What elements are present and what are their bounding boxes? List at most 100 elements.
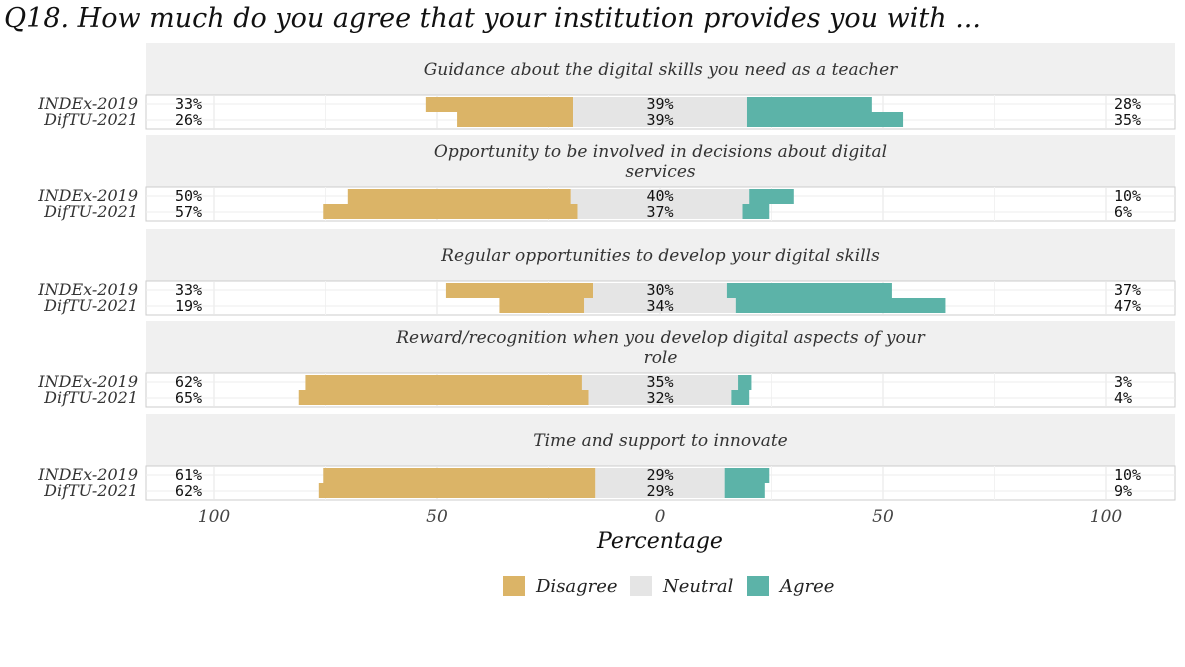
bar-agree bbox=[724, 468, 770, 483]
agree-label: 10% bbox=[1114, 466, 1141, 484]
neutral-label: 40% bbox=[646, 187, 673, 205]
facets: Guidance about the digital skills you ne… bbox=[37, 43, 1176, 501]
bar-disagree bbox=[445, 283, 594, 298]
legend-label-neutral: Neutral bbox=[662, 576, 734, 597]
agree-label: 9% bbox=[1114, 482, 1132, 500]
bar-agree bbox=[726, 283, 892, 298]
bar-disagree bbox=[457, 112, 574, 127]
x-tick-label: 100 bbox=[198, 507, 231, 527]
facet-strip bbox=[146, 229, 1175, 281]
x-tick-label: 100 bbox=[1090, 507, 1123, 527]
facet-3: Regular opportunities to develop your di… bbox=[37, 229, 1176, 316]
agree-label: 28% bbox=[1114, 95, 1141, 113]
bar-agree bbox=[746, 112, 904, 127]
agree-label: 10% bbox=[1114, 187, 1141, 205]
disagree-label: 50% bbox=[175, 187, 202, 205]
disagree-label: 26% bbox=[175, 111, 202, 129]
x-tick-label: 50 bbox=[426, 507, 448, 527]
agree-label: 37% bbox=[1114, 281, 1141, 299]
facet-title-line: Time and support to innovate bbox=[533, 431, 787, 451]
facet-strip bbox=[146, 414, 1175, 466]
x-tick-label: 50 bbox=[872, 507, 894, 527]
row-label: INDEx-2019 bbox=[37, 186, 138, 205]
row-label: INDEx-2019 bbox=[37, 465, 138, 484]
facet-strip bbox=[146, 135, 1175, 187]
bar-neutral bbox=[581, 375, 739, 390]
bar-agree bbox=[738, 375, 752, 390]
bar-disagree bbox=[323, 468, 596, 483]
neutral-label: 29% bbox=[646, 482, 673, 500]
neutral-label: 39% bbox=[646, 95, 673, 113]
neutral-label: 39% bbox=[646, 111, 673, 129]
bar-neutral bbox=[573, 97, 747, 112]
x-axis-title: Percentage bbox=[596, 529, 723, 554]
row-label: DifTU-2021 bbox=[43, 110, 138, 129]
disagree-label: 62% bbox=[175, 373, 202, 391]
neutral-label: 29% bbox=[646, 466, 673, 484]
facet-4: Reward/recognition when you develop digi… bbox=[37, 321, 1176, 408]
bar-disagree bbox=[318, 483, 596, 498]
disagree-label: 33% bbox=[175, 281, 202, 299]
bar-neutral bbox=[595, 483, 725, 498]
bar-agree bbox=[742, 204, 770, 219]
disagree-label: 65% bbox=[175, 389, 202, 407]
bar-neutral bbox=[577, 204, 743, 219]
legend-label-agree: Agree bbox=[778, 576, 834, 597]
neutral-label: 37% bbox=[646, 203, 673, 221]
legend: Disagree Neutral Agree bbox=[503, 576, 834, 597]
facet-strip bbox=[146, 321, 1175, 373]
bar-neutral bbox=[573, 112, 747, 127]
bar-agree bbox=[746, 97, 872, 112]
bar-agree bbox=[735, 298, 946, 313]
neutral-label: 30% bbox=[646, 281, 673, 299]
row-label: INDEx-2019 bbox=[37, 372, 138, 391]
bar-neutral bbox=[588, 390, 732, 405]
facet-title-line: services bbox=[625, 162, 696, 182]
disagree-label: 19% bbox=[175, 297, 202, 315]
agree-label: 47% bbox=[1114, 297, 1141, 315]
agree-label: 6% bbox=[1114, 203, 1132, 221]
bar-agree bbox=[731, 390, 750, 405]
facet-1: Guidance about the digital skills you ne… bbox=[37, 43, 1176, 130]
facet-2: Opportunity to be involved in decisions … bbox=[37, 135, 1176, 222]
bar-disagree bbox=[323, 204, 578, 219]
facet-title-line: Opportunity to be involved in decisions … bbox=[434, 142, 887, 162]
agree-label: 4% bbox=[1114, 389, 1132, 407]
legend-label-disagree: Disagree bbox=[535, 576, 618, 597]
bar-disagree bbox=[298, 390, 589, 405]
row-label: INDEx-2019 bbox=[37, 280, 138, 299]
bar-agree bbox=[724, 483, 765, 498]
bar-neutral bbox=[584, 298, 736, 313]
bar-disagree bbox=[499, 298, 585, 313]
bar-disagree bbox=[305, 375, 582, 390]
agree-label: 35% bbox=[1114, 111, 1141, 129]
bar-neutral bbox=[595, 468, 725, 483]
disagree-label: 57% bbox=[175, 203, 202, 221]
row-label: DifTU-2021 bbox=[43, 296, 138, 315]
disagree-label: 62% bbox=[175, 482, 202, 500]
facet-title-line: role bbox=[644, 348, 678, 368]
agree-label: 3% bbox=[1114, 373, 1132, 391]
facet-5: Time and support to innovate INDEx-2019 61… bbox=[37, 414, 1176, 501]
neutral-label: 35% bbox=[646, 373, 673, 391]
legend-swatch-agree bbox=[747, 576, 769, 596]
neutral-label: 32% bbox=[646, 389, 673, 407]
row-label: DifTU-2021 bbox=[43, 481, 138, 500]
row-label: DifTU-2021 bbox=[43, 388, 138, 407]
x-axis: 100 50 0 50 100 bbox=[198, 507, 1123, 527]
facet-title-line: Reward/recognition when you develop digi… bbox=[395, 328, 925, 348]
bar-disagree bbox=[347, 189, 571, 204]
facet-title-line: Guidance about the digital skills you ne… bbox=[424, 60, 898, 80]
bar-neutral bbox=[593, 283, 727, 298]
neutral-label: 34% bbox=[646, 297, 673, 315]
legend-swatch-disagree bbox=[503, 576, 525, 596]
row-label: DifTU-2021 bbox=[43, 202, 138, 221]
facet-title-line: Regular opportunities to develop your di… bbox=[440, 246, 880, 266]
legend-swatch-neutral bbox=[630, 576, 652, 596]
bar-disagree bbox=[425, 97, 574, 112]
facet-strip bbox=[146, 43, 1175, 95]
bar-agree bbox=[749, 189, 794, 204]
row-label: INDEx-2019 bbox=[37, 94, 138, 113]
disagree-label: 61% bbox=[175, 466, 202, 484]
